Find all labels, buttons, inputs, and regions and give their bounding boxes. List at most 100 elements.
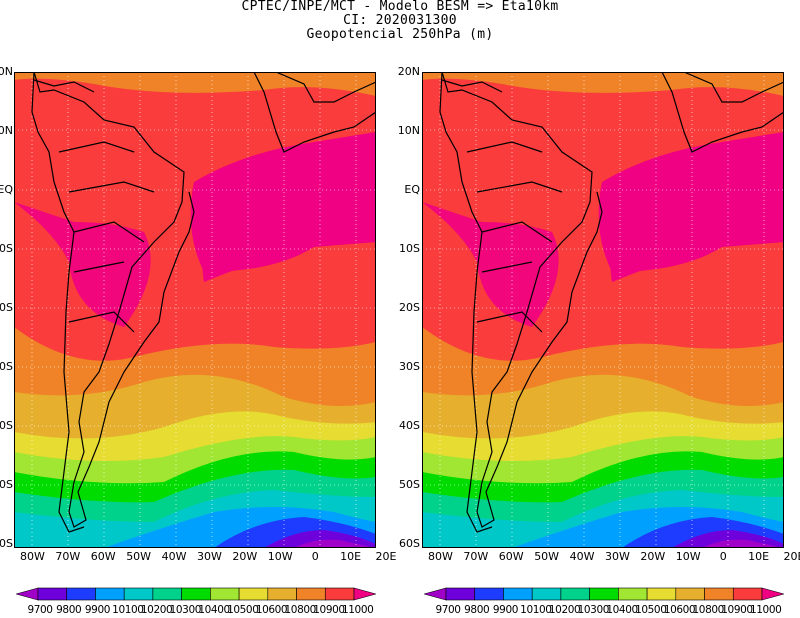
colorbar-segment — [589, 587, 619, 601]
lon-label: 80W — [428, 550, 453, 563]
lat-label: 10N — [0, 124, 13, 137]
geopotential-field — [422, 72, 784, 548]
map-panel-left — [14, 72, 376, 548]
colorbar-label: 9700 — [27, 604, 53, 616]
colorbar-label: 9900 — [84, 604, 111, 616]
lon-label: 80W — [20, 550, 45, 563]
lon-label: 60W — [90, 550, 116, 563]
colorbar-segment — [181, 587, 211, 601]
lat-label: 20S — [0, 301, 13, 314]
colorbar-label: 10100 — [520, 604, 552, 616]
lon-label: 20E — [783, 550, 800, 563]
colorbar-label: 10300 — [169, 604, 202, 616]
lat-label: 60S — [399, 537, 420, 550]
colorbar-segment — [296, 587, 326, 601]
lat-label: 50S — [0, 478, 13, 491]
colorbar-right — [424, 587, 784, 601]
lat-label: 50S — [399, 478, 420, 491]
lon-label: 40W — [569, 550, 595, 563]
lat-label: EQ — [0, 183, 13, 196]
colorbar-left — [16, 587, 376, 601]
coastlines — [439, 72, 784, 533]
colorbar-segment — [560, 587, 590, 601]
colorbar-segment — [66, 587, 96, 601]
colorbar-label: 11000 — [750, 604, 782, 616]
lat-label: 40S — [0, 419, 13, 432]
colorbar-label: 10500 — [635, 604, 667, 616]
colorbar-label: 10100 — [112, 604, 144, 616]
colorbar-segment — [675, 587, 705, 601]
colorbar-label: 10800 — [284, 604, 317, 616]
colorbar-segment — [95, 587, 125, 601]
lat-lon-grid — [14, 72, 376, 548]
colorbar-segment — [503, 587, 533, 601]
colorbar-label: 10400 — [198, 604, 230, 616]
lat-label: 20N — [397, 65, 420, 78]
lon-label: 0 — [719, 550, 727, 563]
colorbar-segment — [474, 587, 504, 601]
lat-label: 20S — [399, 301, 420, 314]
lon-label: 10E — [340, 550, 362, 563]
colorbar-segment — [152, 587, 182, 601]
colorbar-label: 10800 — [692, 604, 725, 616]
lon-label: 30W — [605, 550, 630, 563]
colorbar-segment — [37, 587, 68, 601]
colorbar-arrow-left — [16, 587, 39, 601]
lon-label: 20E — [375, 550, 397, 563]
colorbar-segment — [646, 587, 677, 601]
colorbar-segment — [531, 587, 562, 601]
lat-label: EQ — [404, 183, 420, 196]
colorbar-segment — [324, 587, 355, 601]
colorbar-segment — [210, 587, 240, 601]
colorbar-label: 10600 — [663, 604, 696, 616]
colorbar-segment — [618, 587, 648, 601]
colorbar-segment — [732, 587, 763, 601]
title-line-3: Geopotencial 250hPa (m) — [306, 27, 494, 42]
colorbar-label: 10400 — [606, 604, 638, 616]
colorbar-segment — [704, 587, 734, 601]
lon-label: 60W — [498, 550, 524, 563]
colorbar-label: 11000 — [342, 604, 374, 616]
lon-label: 70W — [55, 550, 81, 563]
lat-lon-grid — [422, 72, 784, 548]
map-panel-right — [422, 72, 784, 548]
lat-label: 30S — [0, 360, 13, 373]
colorbar-segment — [238, 587, 269, 601]
lon-label: 10W — [267, 550, 293, 563]
colorbar-label: 10500 — [227, 604, 259, 616]
colorbar-label: 10600 — [255, 604, 288, 616]
colorbar-arrow-left — [424, 587, 447, 601]
colorbar-label: 10200 — [140, 604, 173, 616]
lon-label: 40W — [161, 550, 187, 563]
colorbar-arrow-right — [761, 587, 784, 601]
colorbar-label: 10900 — [721, 604, 753, 616]
colorbar-label: 10300 — [577, 604, 610, 616]
title-line-1: CPTEC/INPE/MCT - Modelo BESM => Eta10km — [241, 0, 559, 14]
colorbar-label: 9700 — [435, 604, 461, 616]
colorbar-arrow-right — [353, 587, 376, 601]
lon-label: 10E — [748, 550, 770, 563]
title-line-2: CI: 2020031300 — [343, 13, 457, 28]
lon-label: 0 — [311, 550, 319, 563]
lon-label: 50W — [534, 550, 560, 563]
colorbar-segment — [123, 587, 154, 601]
lat-label: 30S — [399, 360, 420, 373]
colorbar-label: 9900 — [492, 604, 519, 616]
colorbar-label: 9800 — [464, 604, 490, 616]
coastlines — [31, 72, 376, 533]
lon-label: 20W — [232, 550, 258, 563]
lon-label: 10W — [675, 550, 701, 563]
lat-label: 60S — [0, 537, 13, 550]
lat-label: 10S — [399, 242, 420, 255]
colorbar-segment — [445, 587, 476, 601]
lat-label: 20N — [0, 65, 13, 78]
colorbar-label: 10200 — [548, 604, 581, 616]
lon-label: 50W — [126, 550, 152, 563]
lon-label: 30W — [197, 550, 222, 563]
colorbar-label: 10900 — [313, 604, 345, 616]
lon-label: 70W — [463, 550, 489, 563]
colorbar-label: 9800 — [56, 604, 82, 616]
lat-label: 10S — [0, 242, 13, 255]
lon-label: 20W — [640, 550, 666, 563]
colorbar-segment — [267, 587, 297, 601]
